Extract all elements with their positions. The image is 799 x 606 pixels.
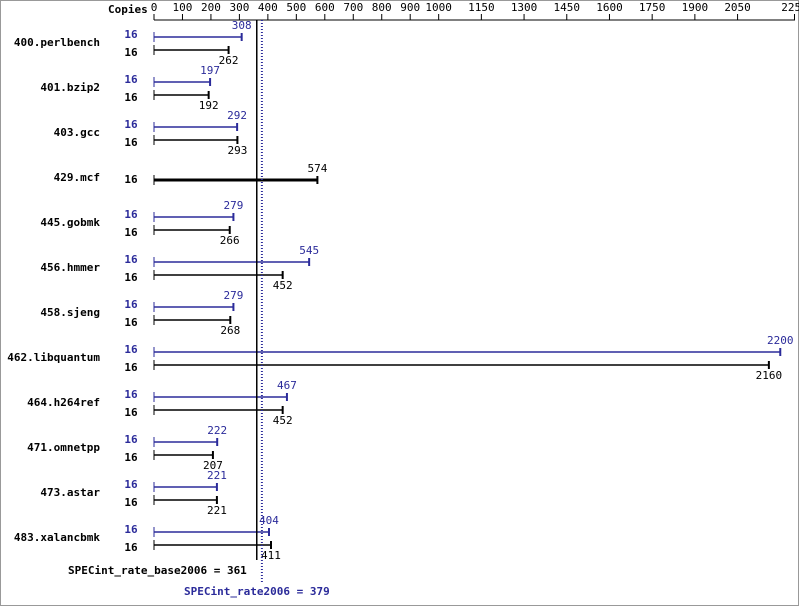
x-tick-label: 1150	[468, 1, 495, 14]
copies-label: 16	[124, 523, 138, 536]
value-label: 404	[259, 514, 279, 527]
x-tick-label: 300	[229, 1, 249, 14]
x-tick-label: 1750	[639, 1, 666, 14]
benchmark-label: 456.hmmer	[40, 261, 100, 274]
copies-label: 16	[124, 28, 138, 41]
x-tick-label: 1600	[596, 1, 623, 14]
value-label: 279	[223, 289, 243, 302]
value-label: 308	[232, 19, 252, 32]
copies-label: 16	[124, 388, 138, 401]
x-tick-label: 500	[286, 1, 306, 14]
value-label: 221	[207, 504, 227, 517]
copies-label: 16	[124, 343, 138, 356]
x-tick-label: 1450	[554, 1, 581, 14]
x-tick-label: 100	[173, 1, 193, 14]
value-label: 192	[199, 99, 219, 112]
copies-label: 16	[124, 226, 138, 239]
copies-header: Copies	[108, 3, 148, 16]
value-label: 279	[223, 199, 243, 212]
x-tick-label: 1300	[511, 1, 538, 14]
value-label: 452	[273, 414, 293, 427]
copies-label: 16	[124, 136, 138, 149]
copies-label: 16	[124, 298, 138, 311]
copies-label: 16	[124, 361, 138, 374]
x-tick-label: 600	[315, 1, 335, 14]
x-tick-label: 800	[372, 1, 392, 14]
value-label: 411	[261, 549, 281, 562]
value-label: 545	[299, 244, 319, 257]
benchmark-label: 400.perlbench	[14, 36, 100, 49]
value-label: 207	[203, 459, 223, 472]
copies-label: 16	[124, 451, 138, 464]
value-label: 293	[227, 144, 247, 157]
copies-label: 16	[124, 173, 138, 186]
value-label: 197	[200, 64, 220, 77]
copies-label: 16	[124, 46, 138, 59]
copies-label: 16	[124, 91, 138, 104]
x-tick-label: 2250	[781, 1, 799, 14]
copies-label: 16	[124, 271, 138, 284]
benchmark-label: 471.omnetpp	[27, 441, 100, 454]
benchmark-label: 462.libquantum	[7, 351, 100, 364]
benchmark-label: 473.astar	[40, 486, 100, 499]
x-tick-label: 400	[258, 1, 278, 14]
value-label: 266	[220, 234, 240, 247]
benchmark-label: 458.sjeng	[40, 306, 100, 319]
x-tick-label: 200	[201, 1, 221, 14]
x-tick-label: 700	[343, 1, 363, 14]
benchmark-label: 403.gcc	[54, 126, 100, 139]
x-tick-label: 1000	[425, 1, 452, 14]
copies-label: 16	[124, 73, 138, 86]
value-label: 268	[220, 324, 240, 337]
copies-label: 16	[124, 208, 138, 221]
value-label: 574	[307, 162, 327, 175]
copies-label: 16	[124, 118, 138, 131]
value-label: 452	[273, 279, 293, 292]
benchmark-label: 464.h264ref	[27, 396, 100, 409]
copies-label: 16	[124, 541, 138, 554]
copies-label: 16	[124, 406, 138, 419]
value-label: 262	[219, 54, 239, 67]
value-label: 2200	[767, 334, 794, 347]
benchmark-label: 445.gobmk	[40, 216, 100, 229]
x-tick-label: 1900	[682, 1, 709, 14]
benchmark-label: 429.mcf	[54, 171, 100, 184]
copies-label: 16	[124, 478, 138, 491]
reference-label: SPECint_rate2006 = 379	[184, 585, 330, 598]
x-tick-label: 0	[151, 1, 158, 14]
copies-label: 16	[124, 316, 138, 329]
value-label: 467	[277, 379, 297, 392]
reference-label: SPECint_rate_base2006 = 361	[68, 564, 247, 577]
copies-label: 16	[124, 496, 138, 509]
benchmark-label: 401.bzip2	[40, 81, 100, 94]
value-label: 221	[207, 469, 227, 482]
value-label: 2160	[756, 369, 783, 382]
value-label: 292	[227, 109, 247, 122]
copies-label: 16	[124, 433, 138, 446]
value-label: 222	[207, 424, 227, 437]
x-tick-label: 2050	[724, 1, 751, 14]
x-tick-label: 900	[400, 1, 420, 14]
copies-label: 16	[124, 253, 138, 266]
benchmark-label: 483.xalancbmk	[14, 531, 100, 544]
